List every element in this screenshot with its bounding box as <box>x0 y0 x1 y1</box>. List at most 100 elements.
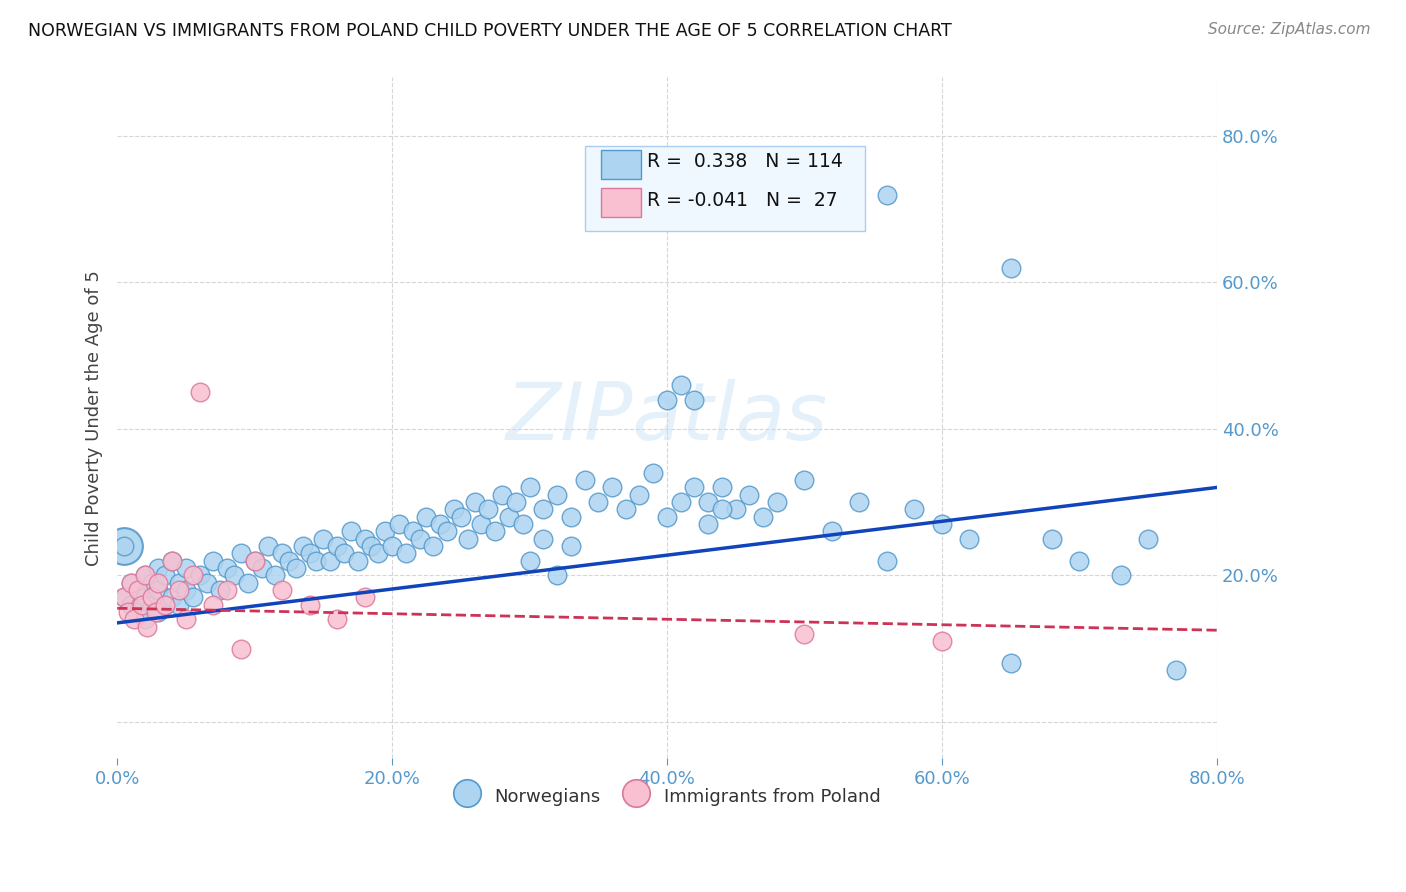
Point <box>697 517 720 532</box>
Point <box>402 524 425 539</box>
Point <box>181 568 204 582</box>
Point <box>291 539 314 553</box>
Point <box>167 575 190 590</box>
Point <box>643 466 665 480</box>
Point <box>738 488 761 502</box>
Point <box>505 495 527 509</box>
FancyBboxPatch shape <box>585 145 865 231</box>
Point <box>766 495 789 509</box>
Point <box>127 582 149 597</box>
Point <box>278 554 301 568</box>
Point <box>470 517 492 532</box>
Point <box>298 598 321 612</box>
Point <box>903 502 925 516</box>
Point <box>353 532 375 546</box>
Text: ZIPatlas: ZIPatlas <box>506 379 828 457</box>
Point <box>134 568 156 582</box>
Point <box>160 554 183 568</box>
Point <box>236 575 259 590</box>
Point <box>250 561 273 575</box>
Point <box>457 532 479 546</box>
Point <box>491 488 513 502</box>
Point <box>134 591 156 605</box>
Point <box>1000 260 1022 275</box>
Text: NORWEGIAN VS IMMIGRANTS FROM POLAND CHILD POVERTY UNDER THE AGE OF 5 CORRELATION: NORWEGIAN VS IMMIGRANTS FROM POLAND CHIL… <box>28 22 952 40</box>
Point <box>222 568 245 582</box>
Point <box>188 568 211 582</box>
Point <box>1109 568 1132 582</box>
Point <box>1164 664 1187 678</box>
Point <box>155 598 177 612</box>
Point <box>202 598 225 612</box>
Point <box>388 517 411 532</box>
FancyBboxPatch shape <box>600 150 641 179</box>
Point <box>181 591 204 605</box>
Point <box>326 612 349 626</box>
Point <box>531 532 554 546</box>
Point <box>560 509 582 524</box>
Point <box>136 619 159 633</box>
Point <box>724 502 747 516</box>
Point <box>353 591 375 605</box>
Point <box>381 539 404 553</box>
Legend: Norwegians, Immigrants from Poland: Norwegians, Immigrants from Poland <box>446 778 889 814</box>
Point <box>120 575 142 590</box>
Point <box>174 612 197 626</box>
Point <box>209 582 232 597</box>
Point <box>160 591 183 605</box>
Point <box>167 598 190 612</box>
Point <box>312 532 335 546</box>
Point <box>876 187 898 202</box>
Point <box>422 539 444 553</box>
Point <box>546 488 568 502</box>
Point <box>148 575 170 590</box>
Point <box>127 582 149 597</box>
Point <box>655 392 678 407</box>
Point <box>408 532 430 546</box>
Point <box>148 582 170 597</box>
Point <box>271 546 294 560</box>
Point <box>122 612 145 626</box>
Point <box>450 509 472 524</box>
Point <box>367 546 389 560</box>
Point <box>298 546 321 560</box>
Point <box>155 598 177 612</box>
Point <box>155 568 177 582</box>
Point <box>1137 532 1160 546</box>
Point <box>519 480 541 494</box>
Point <box>395 546 418 560</box>
Point <box>710 502 733 516</box>
Point <box>264 568 287 582</box>
Point <box>202 554 225 568</box>
Point <box>271 582 294 597</box>
Point <box>519 554 541 568</box>
Point <box>148 561 170 575</box>
Point <box>145 605 167 619</box>
Point <box>628 488 651 502</box>
Point <box>374 524 396 539</box>
Point <box>134 612 156 626</box>
Point <box>443 502 465 516</box>
Point <box>697 495 720 509</box>
Point <box>117 605 139 619</box>
Point <box>160 554 183 568</box>
Point <box>148 605 170 619</box>
Point <box>793 473 815 487</box>
Point <box>1069 554 1091 568</box>
Point <box>436 524 458 539</box>
Point <box>217 561 239 575</box>
Point <box>141 591 163 605</box>
Point <box>957 532 980 546</box>
Point <box>284 561 307 575</box>
Point <box>429 517 451 532</box>
Point <box>346 554 368 568</box>
Point <box>1000 656 1022 670</box>
Point <box>821 524 844 539</box>
Point <box>257 539 280 553</box>
Point <box>614 502 637 516</box>
Point <box>243 554 266 568</box>
Point <box>174 561 197 575</box>
Text: R =  0.338   N = 114: R = 0.338 N = 114 <box>647 152 844 170</box>
Point <box>319 554 342 568</box>
Point <box>243 554 266 568</box>
